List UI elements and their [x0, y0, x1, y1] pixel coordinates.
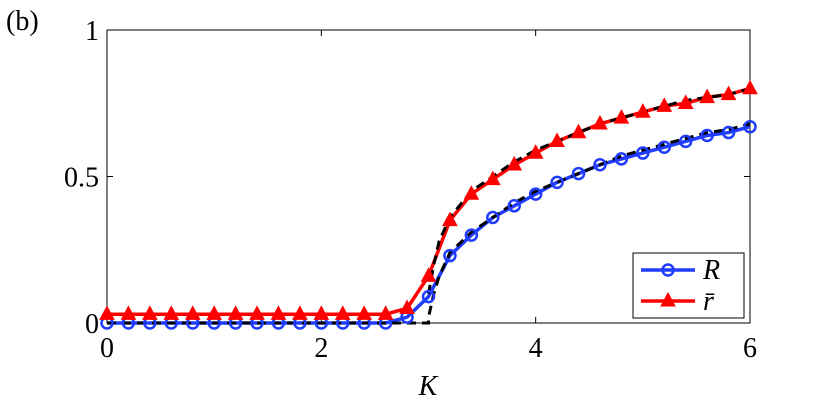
reference-dashed-line — [107, 122, 751, 325]
data-point-triangle — [227, 305, 244, 320]
legend-box — [632, 252, 745, 319]
data-point-circle — [636, 146, 650, 160]
data-point-circle — [721, 125, 736, 140]
legend-label: r̄ — [703, 286, 715, 317]
data-point-triangle — [506, 155, 523, 171]
data-point-triangle — [99, 305, 115, 320]
x-tick-label: 0 — [100, 333, 114, 364]
data-point-triangle — [142, 305, 158, 320]
data-point-triangle — [377, 305, 394, 320]
data-point-triangle — [720, 85, 737, 101]
legend: Rr̄ — [632, 252, 745, 319]
legend-marker-circle — [661, 263, 675, 277]
data-point-circle — [486, 210, 500, 225]
data-point-triangle — [677, 94, 694, 109]
data-point-triangle — [163, 305, 180, 320]
data-point-triangle — [570, 123, 587, 139]
data-point-triangle — [334, 305, 351, 320]
data-point-circle — [571, 166, 586, 181]
data-point-circle — [507, 199, 521, 213]
data-point-triangle — [527, 144, 544, 159]
data-point-triangle — [420, 267, 437, 282]
x-tick-label: 4 — [529, 333, 543, 364]
data-point-triangle — [742, 79, 758, 95]
data-point-triangle — [613, 109, 630, 124]
x-axis-label: K — [418, 371, 439, 402]
data-point-triangle — [442, 211, 458, 227]
data-point-circle — [421, 289, 436, 304]
data-point-circle — [657, 140, 672, 154]
data-point-triangle — [270, 305, 287, 320]
data-point-triangle — [549, 132, 565, 148]
data-point-triangle — [184, 305, 201, 320]
data-point-triangle — [463, 185, 480, 200]
panel-label: (b) — [6, 6, 39, 37]
data-point-triangle — [656, 97, 673, 112]
data-point-circle — [614, 152, 629, 166]
data-point-circle — [593, 158, 607, 172]
data-point-circle — [443, 248, 457, 263]
data-point-triangle — [484, 170, 501, 186]
data-point-circle — [464, 228, 479, 242]
y-axis: 00.51 — [64, 16, 750, 340]
data-point-circle — [528, 187, 543, 201]
data-point-triangle — [292, 305, 308, 320]
y-tick-label: 0 — [85, 309, 99, 340]
y-tick-label: 0.5 — [64, 163, 99, 194]
data-point-triangle — [634, 103, 651, 118]
y-tick-label: 1 — [85, 16, 99, 47]
data-point-triangle — [699, 88, 715, 104]
x-tick-label: 2 — [314, 333, 328, 364]
data-point-triangle — [120, 305, 137, 320]
data-point-circle — [700, 128, 714, 143]
legend-marker-triangle — [660, 291, 676, 307]
data-point-triangle — [249, 305, 265, 320]
legend-label: R — [702, 255, 720, 286]
x-tick-label: 6 — [743, 333, 757, 364]
data-point-triangle — [206, 305, 223, 320]
data-point-circle — [550, 175, 564, 190]
series-layer — [99, 79, 758, 330]
data-point-triangle — [399, 299, 415, 315]
data-point-triangle — [356, 305, 373, 320]
data-point-circle — [678, 134, 693, 149]
data-point-triangle — [313, 305, 330, 320]
data-point-circle — [743, 119, 757, 134]
data-point-triangle — [592, 114, 608, 130]
